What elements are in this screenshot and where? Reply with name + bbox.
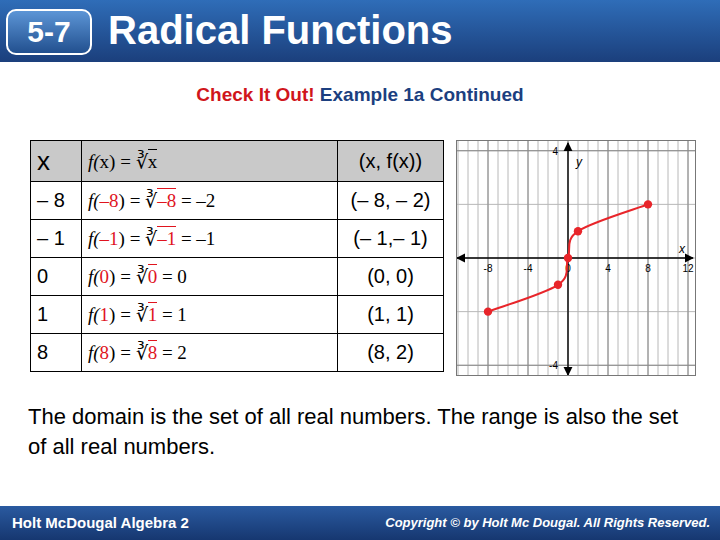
formula-part: ) = ∛: [109, 304, 148, 325]
formula-part: ) = ∛: [109, 266, 148, 287]
formula-cell: f(–1) = ∛–1 = –1: [82, 220, 338, 258]
point-cell: (0, 0): [338, 258, 444, 296]
x-cell: – 1: [31, 220, 82, 258]
formula-part: 8: [100, 342, 110, 363]
formula-part: ) = ∛: [119, 190, 158, 211]
minor-grid-line: [456, 365, 696, 366]
formula-part: 0: [148, 264, 158, 287]
point: [574, 227, 582, 235]
point: [564, 254, 572, 262]
formula-part: = –1: [176, 228, 215, 249]
minor-grid-line: [456, 150, 696, 151]
formula-part: f(: [88, 228, 100, 249]
x-tick-label: -4: [524, 263, 533, 274]
formula-cell: f(8) = ∛8 = 2: [82, 334, 338, 372]
subtitle-text: Example 1a Continued: [320, 84, 524, 105]
value-table: xf(x) = ∛x(x, f(x))– 8f(–8) = ∛–8 = –2(–…: [30, 140, 444, 372]
formula-part: ) = ∛: [109, 342, 148, 363]
formula-part: x: [100, 151, 110, 172]
x-tick-label: -8: [484, 263, 493, 274]
point-cell: (1, 1): [338, 296, 444, 334]
body-text: The domain is the set of all real number…: [28, 402, 698, 462]
x-cell: x: [31, 141, 82, 182]
data-group: [484, 200, 652, 316]
formula-part: 8: [148, 340, 158, 363]
formula-part: = 1: [157, 304, 187, 325]
formula-part: = –2: [176, 190, 215, 211]
curve: [488, 204, 648, 311]
table-row: – 8f(–8) = ∛–8 = –2(– 8, – 2): [31, 182, 444, 220]
formula-part: –1: [100, 228, 119, 249]
point-cell: (– 1,– 1): [338, 220, 444, 258]
minor-grid-line: [456, 258, 696, 259]
formula-part: x: [148, 149, 158, 172]
point: [554, 281, 562, 289]
x-tick-label: 12: [682, 263, 694, 274]
formula-part: –8: [100, 190, 119, 211]
x-cell: 1: [31, 296, 82, 334]
table-row: 0f(0) = ∛0 = 0(0, 0): [31, 258, 444, 296]
formula-part: 1: [100, 304, 110, 325]
x-tick-label: 4: [605, 263, 611, 274]
table-row: 8f(8) = ∛8 = 2(8, 2): [31, 334, 444, 372]
formula-cell: f(0) = ∛0 = 0: [82, 258, 338, 296]
footer-right: Copyright © by Holt Mc Dougal. All Right…: [385, 515, 710, 530]
x-cell: 0: [31, 258, 82, 296]
table-row: xf(x) = ∛x(x, f(x)): [31, 141, 444, 182]
x-axis: [457, 257, 693, 258]
formula-part: –8: [157, 188, 176, 211]
x-cell: 8: [31, 334, 82, 372]
table-row: 1f(1) = ∛1 = 1(1, 1): [31, 296, 444, 334]
x-tick-label: 8: [645, 263, 651, 274]
point-cell: (– 8, – 2): [338, 182, 444, 220]
banner: 5-7 Radical Functions: [0, 0, 720, 62]
graph: -8-404812-44xy: [456, 140, 696, 376]
subtitle: Check It Out! Example 1a Continued: [0, 84, 720, 106]
formula-part: = 2: [157, 342, 187, 363]
formula-part: 0: [100, 266, 110, 287]
table-row: – 1f(–1) = ∛–1 = –1(– 1,– 1): [31, 220, 444, 258]
formula-part: ) = ∛: [109, 151, 148, 172]
x-cell: – 8: [31, 182, 82, 220]
formula-cell: f(x) = ∛x: [82, 141, 338, 182]
formula-cell: f(1) = ∛1 = 1: [82, 296, 338, 334]
badge: 5-7: [6, 9, 92, 55]
footer-left: Holt McDougal Algebra 2: [12, 514, 189, 531]
plot-background: [456, 140, 696, 376]
subtitle-lead: Check It Out!: [196, 84, 314, 105]
y-tick-label: 4: [552, 146, 558, 157]
grid-line: [456, 150, 696, 151]
formula-part: f(: [88, 342, 100, 363]
y-tick-label: -4: [549, 360, 558, 371]
point: [484, 307, 492, 315]
formula-part: ) = ∛: [119, 228, 158, 249]
formula-cell: f(–8) = ∛–8 = –2: [82, 182, 338, 220]
point-cell: (8, 2): [338, 334, 444, 372]
formula-part: –1: [157, 226, 176, 249]
footer: Holt McDougal Algebra 2 Copyright © by H…: [0, 506, 720, 540]
title: Radical Functions: [108, 6, 453, 54]
point-cell: (x, f(x)): [338, 141, 444, 182]
formula-part: f(: [88, 304, 100, 325]
formula-part: f(: [88, 190, 100, 211]
formula-part: f(: [88, 266, 100, 287]
formula-part: f(: [88, 151, 100, 172]
y-axis-label: y: [575, 155, 583, 169]
plot-frame: [457, 141, 696, 376]
minor-grid-line: [456, 204, 696, 205]
formula-part: 1: [148, 302, 158, 325]
point: [644, 200, 652, 208]
grid-line: [456, 365, 696, 366]
x-axis-label: x: [678, 242, 686, 256]
formula-part: = 0: [157, 266, 187, 287]
